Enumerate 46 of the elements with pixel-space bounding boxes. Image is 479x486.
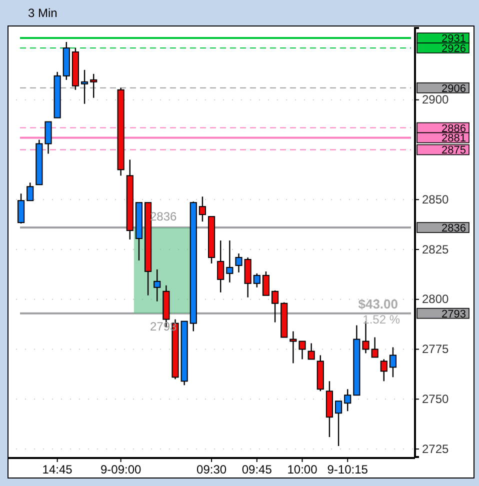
candlestick [271, 290, 279, 323]
candlestick [81, 69, 88, 104]
annotation: $43.00 [358, 296, 398, 312]
x-tick-label: 09:45 [242, 462, 272, 477]
ref-line-label: 2926 [442, 42, 466, 55]
x-tick-label: 09:30 [196, 462, 227, 477]
ref-line-label: 2886 [442, 122, 466, 135]
ref-line-label: 2836 [442, 222, 466, 235]
candlestick [334, 400, 342, 447]
candlestick [253, 272, 260, 288]
candlestick [90, 73, 98, 98]
y-tick-label: 2750 [422, 392, 450, 406]
candlestick [44, 121, 52, 154]
candlestick [371, 336, 378, 358]
chart-title: 3 Min [28, 6, 58, 20]
ref-line-label: 2793 [442, 308, 466, 320]
candlestick [308, 342, 315, 360]
candlestick [290, 330, 297, 364]
y-tick-label: 2900 [422, 92, 450, 107]
candlestick [244, 256, 252, 298]
candlestick [217, 240, 224, 293]
candlestick [226, 240, 234, 284]
candlestick [235, 252, 242, 274]
candlestick [154, 268, 161, 302]
candlestick [389, 346, 396, 378]
x-tick-label: 10:00 [287, 462, 318, 477]
candlestick [198, 196, 206, 222]
y-tick-label: 2825 [422, 242, 450, 256]
candlestick [344, 388, 352, 412]
candlestick [18, 193, 25, 224]
candlestick [298, 340, 306, 360]
ref-line-label: 2881 [442, 132, 466, 145]
candlestick [380, 358, 388, 382]
candlestick [262, 270, 270, 296]
x-tick-label: 9-09:00 [100, 462, 142, 477]
y-tick-label: 2725 [422, 442, 450, 456]
ref-line-label: 2875 [442, 144, 466, 157]
y-tick-label: 2775 [422, 342, 450, 356]
y-tick-label: 2800 [422, 292, 450, 306]
x-tick-label: 14:45 [42, 462, 73, 477]
annotation: 1.52 % [362, 312, 400, 326]
ref-line-label: 2931 [442, 32, 466, 45]
ref-line-label: 2906 [442, 82, 466, 95]
y-tick-label: 2850 [422, 192, 450, 206]
candlestick [26, 182, 34, 202]
x-tick-label: 9-10:15 [327, 462, 368, 477]
